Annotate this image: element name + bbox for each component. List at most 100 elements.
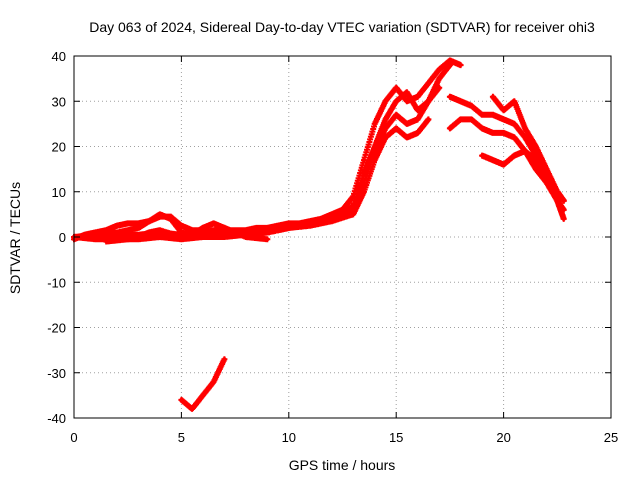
chart-title: Day 063 of 2024, Sidereal Day-to-day VTE… [89,19,595,35]
data-point [501,108,506,113]
data-point [211,379,216,384]
data-point [523,149,528,154]
data-point [383,99,388,104]
data-point [361,158,366,163]
data-point [458,117,463,122]
data-point [533,144,538,149]
series-arc-10 [489,93,567,204]
data-point [437,85,442,90]
data-point [512,135,517,140]
data-point [93,237,98,242]
data-point [394,85,399,90]
series-arc-1 [71,57,464,243]
data-point [157,212,162,217]
data-point [222,225,227,230]
data-point [533,167,538,172]
data-point [501,162,506,167]
data-point [555,198,560,203]
y-tick-label: -20 [47,321,66,336]
axis-ticks: 0 5 10 15 20 25 -40 -30 -20 -10 0 10 20 30 40 [47,49,618,445]
data-point [125,237,130,242]
data-point [147,219,152,224]
x-tick-label: 25 [604,430,618,445]
data-point [523,135,528,140]
data-point [147,230,152,235]
y-tick-label: 30 [52,94,66,109]
data-point [561,198,566,203]
data-point [383,126,388,131]
data-point [447,94,452,99]
y-tick-label: -30 [47,366,66,381]
data-point [286,225,291,230]
x-tick-label: 5 [178,430,185,445]
data-point [469,117,474,122]
series-markers [71,84,443,240]
data-point [447,58,452,63]
x-tick-label: 0 [70,430,77,445]
data-point [490,112,495,117]
data-point [490,94,495,99]
y-axis-title: SDTVAR / TECUs [7,182,23,294]
data-point [480,153,485,158]
x-tick-label: 20 [496,430,510,445]
data-point [480,126,485,131]
series-arc-6 [178,356,228,412]
data-point [200,393,205,398]
data-point [200,225,205,230]
y-tick-label: 40 [52,49,66,64]
data-point [265,237,270,242]
data-point [544,167,549,172]
data-point [394,126,399,131]
data-point [512,121,517,126]
data-point [501,130,506,135]
data-point [512,153,517,158]
series-arc-3 [71,84,443,240]
data-point [447,126,452,131]
data-point [480,112,485,117]
data-point [372,121,377,126]
data-point [404,90,409,95]
data-point [490,130,495,135]
data-point [501,117,506,122]
y-tick-label: -40 [47,411,66,426]
data-point [394,112,399,117]
data-point [104,239,109,244]
data-point [415,94,420,99]
data-series [71,57,567,412]
data-point [361,189,366,194]
data-point [265,230,270,235]
data-point [426,117,431,122]
data-point [383,135,388,140]
series-markers [71,57,464,243]
data-point [136,225,141,230]
data-point [523,126,528,131]
y-tick-label: 10 [52,185,66,200]
data-point [136,235,141,239]
data-point [426,99,431,104]
data-point [437,76,442,81]
data-point [308,223,313,228]
data-point [458,99,463,104]
x-axis-title: GPS time / hours [289,457,396,473]
data-point [200,230,205,235]
data-point [447,63,452,68]
data-point [329,219,334,224]
x-tick-label: 10 [282,430,296,445]
data-point [415,108,420,113]
data-point [404,99,409,104]
data-point [157,235,162,239]
data-point [437,67,442,72]
data-point [561,216,566,221]
data-point [114,232,119,237]
data-point [157,228,162,233]
data-point [168,216,173,221]
x-tick-label: 15 [389,430,403,445]
data-point [415,117,420,122]
data-point [125,221,130,226]
data-point [512,99,517,104]
y-tick-label: -10 [47,275,66,290]
data-point [190,406,195,411]
data-point [114,223,119,228]
series-arc-5 [103,224,271,245]
data-point [469,103,474,108]
